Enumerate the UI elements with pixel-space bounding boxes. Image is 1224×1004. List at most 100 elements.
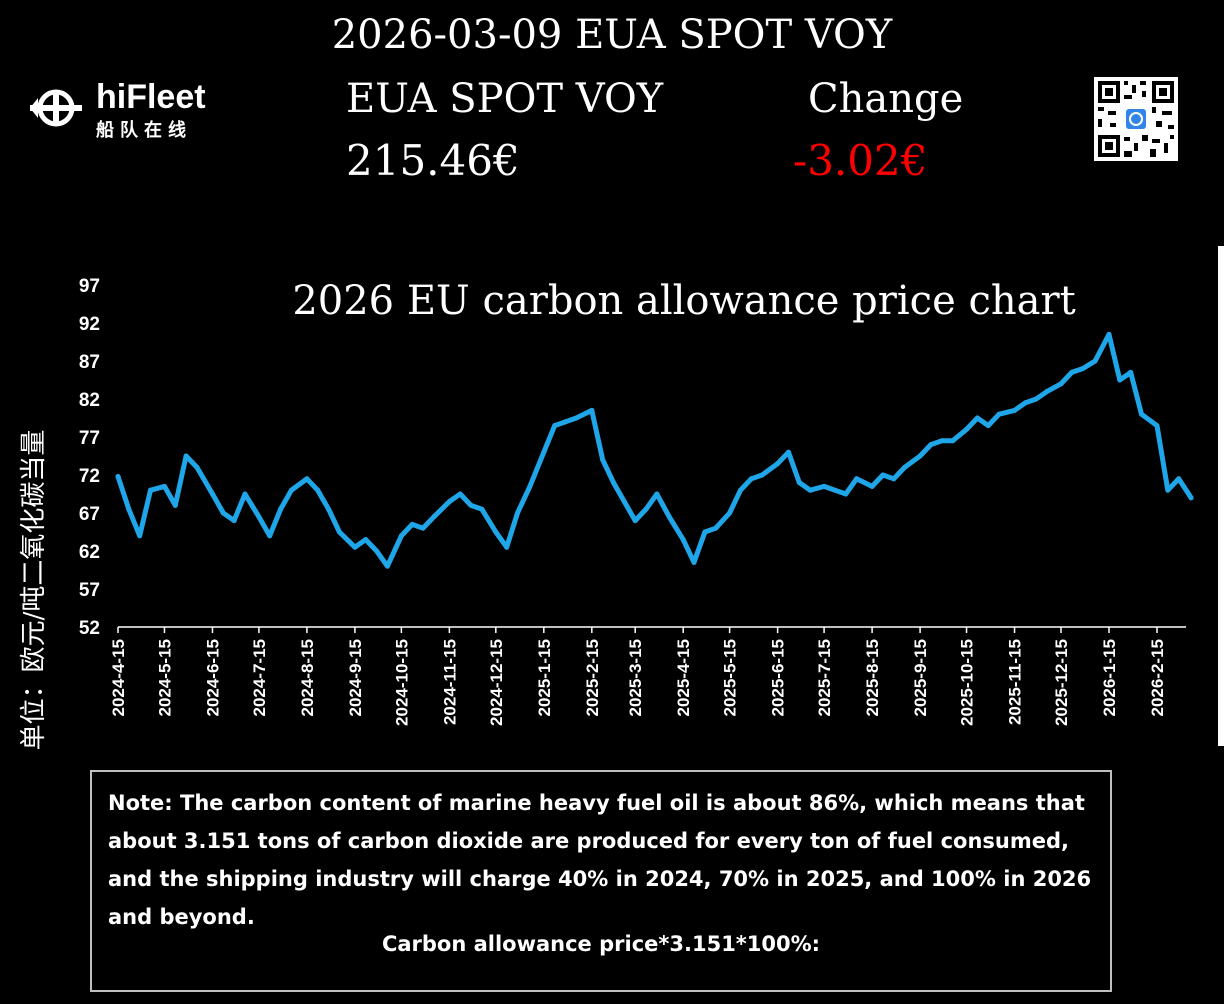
price-point [832, 487, 838, 493]
price-point [562, 419, 568, 425]
price-point [493, 529, 499, 535]
price-point [573, 415, 579, 421]
price-point [479, 506, 485, 512]
x-tick-label: 2026-1-15 [1100, 639, 1119, 717]
price-point [964, 426, 970, 432]
price-point [759, 472, 765, 478]
y-tick-label: 67 [79, 504, 100, 525]
price-point [457, 491, 463, 497]
y-tick-label: 62 [79, 542, 100, 563]
price-point [384, 563, 390, 569]
price-point [928, 442, 934, 448]
x-tick-label: 2025-4-15 [674, 639, 693, 717]
x-tick-label: 2025-5-15 [721, 639, 740, 717]
x-tick-label: 2025-11-15 [1006, 639, 1025, 725]
x-tick-label: 2024-5-15 [155, 639, 174, 717]
price-point [917, 453, 923, 459]
page-title: 2026-03-09 EUA SPOT VOY [331, 12, 893, 58]
y-tick-label: 97 [79, 276, 100, 297]
price-point [398, 533, 404, 539]
price-point [304, 476, 310, 482]
price-point [431, 514, 437, 520]
price-point [209, 491, 215, 497]
price-point [541, 449, 547, 455]
price-point [748, 476, 754, 482]
x-tick-label: 2025-2-15 [583, 639, 602, 717]
price-point [632, 518, 638, 524]
x-tick-label: 2024-8-15 [298, 639, 317, 717]
price-point [996, 411, 1002, 417]
x-tick-label: 2026-2-15 [1148, 639, 1167, 717]
price-point [691, 559, 697, 565]
price-point [194, 464, 200, 470]
price-point [137, 533, 143, 539]
price-point [869, 483, 875, 489]
change-label: Change [808, 76, 964, 122]
x-tick-label: 2025-1-15 [535, 639, 554, 717]
price-point [680, 537, 686, 543]
price-point [1139, 411, 1145, 417]
price-point [514, 510, 520, 516]
x-tick-label: 2024-11-15 [440, 639, 459, 725]
price-point [1044, 388, 1050, 394]
x-tick-label: 2024-4-15 [109, 639, 128, 717]
x-tick-label: 2024-12-15 [487, 639, 506, 726]
hifleet-logo: hiFleet 船队在线 [26, 78, 226, 141]
price-point [363, 537, 369, 543]
price-point [713, 525, 719, 531]
price-point [1069, 369, 1075, 375]
price-point [1012, 407, 1018, 413]
x-tick-labels: 2024-4-15 2024-5-15 2024-6-15 2024-7-15 2024… [109, 627, 1167, 726]
price-label: EUA SPOT VOY [346, 76, 664, 122]
price-point [589, 407, 595, 413]
price-point [278, 506, 284, 512]
price-point [1165, 487, 1171, 493]
y-tick-label: 87 [79, 352, 100, 373]
y-tick-label: 52 [79, 618, 100, 639]
price-point [939, 438, 945, 444]
price-value: 215.46€ [346, 136, 520, 185]
price-point [231, 518, 237, 524]
price-point [115, 474, 121, 480]
price-point [796, 480, 802, 486]
price-point [737, 487, 743, 493]
note-text: Note: The carbon content of marine heavy… [108, 791, 1092, 929]
price-point [1128, 369, 1134, 375]
price-point [420, 525, 426, 531]
y-axis-label: 单位：欧元/吨二氧化碳当量 [19, 430, 49, 751]
price-point [172, 502, 178, 508]
chart-title: 2026 EU carbon allowance price chart [292, 278, 1075, 324]
price-point [1117, 377, 1123, 383]
x-tick-label: 2024-7-15 [250, 639, 269, 717]
price-point [974, 415, 980, 421]
price-point [1188, 495, 1194, 501]
price-point [643, 506, 649, 512]
price-point [183, 453, 189, 459]
price-point [880, 472, 886, 478]
price-point [610, 480, 616, 486]
price-point [821, 483, 827, 489]
price-point [267, 533, 273, 539]
logo-subtitle: 船队在线 [96, 120, 192, 141]
price-point [950, 438, 956, 444]
price-point [288, 487, 294, 493]
price-point [256, 514, 262, 520]
x-tick-label: 2025-12-15 [1052, 639, 1071, 726]
price-point [775, 461, 781, 467]
x-tick-label: 2025-6-15 [769, 639, 788, 717]
x-tick-label: 2025-3-15 [626, 639, 645, 717]
carbon-price-chart: 2026 EU carbon allowance price chart 单位：… [19, 276, 1194, 751]
price-series-line [115, 331, 1194, 569]
note-formula: Carbon allowance price*3.151*100%: [381, 932, 821, 956]
price-point [552, 423, 558, 429]
price-point [352, 544, 358, 550]
price-point [336, 529, 342, 535]
price-point [702, 529, 708, 535]
change-value: -3.02€ [793, 136, 928, 185]
price-point [854, 476, 860, 482]
price-point [446, 499, 452, 505]
price-point [654, 491, 660, 497]
price-point [1058, 381, 1064, 387]
x-tick-label: 2024-9-15 [346, 639, 365, 717]
price-point [504, 544, 510, 550]
